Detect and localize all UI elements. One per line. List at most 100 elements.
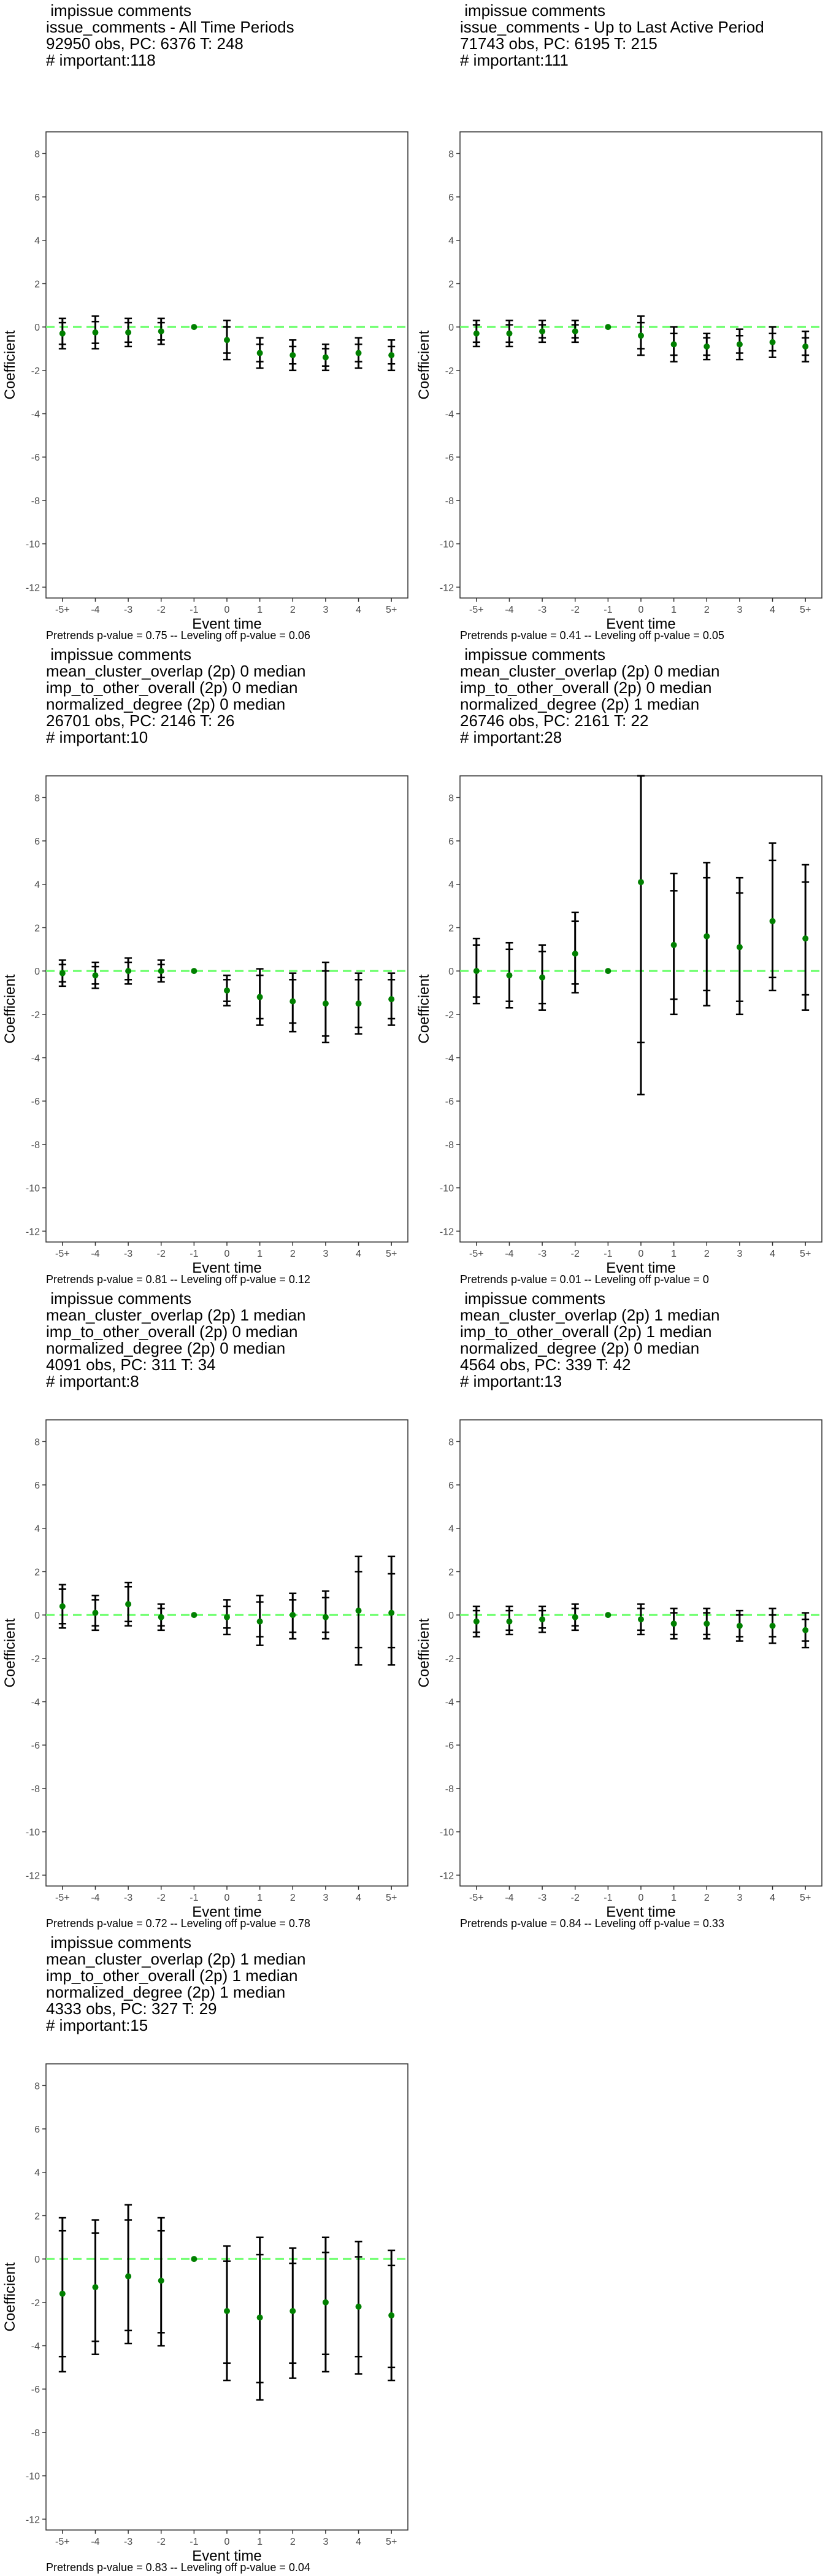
y-tick-label: -6 bbox=[31, 2385, 40, 2395]
x-tick-label: 2 bbox=[290, 1893, 296, 1903]
y-tick-label: 0 bbox=[34, 2255, 40, 2265]
y-tick-label: -12 bbox=[26, 2515, 40, 2525]
panel-title-line: imp_to_other_overall (2p) 0 median bbox=[46, 678, 298, 697]
y-tick-label: 0 bbox=[448, 967, 454, 977]
estimate-point bbox=[355, 1608, 362, 1614]
panel-title-line: 4091 obs, PC: 311 T: 34 bbox=[46, 1355, 216, 1374]
estimate-point bbox=[355, 2303, 362, 2310]
y-tick-label: -10 bbox=[26, 2472, 40, 2482]
y-tick-label: -4 bbox=[31, 2342, 40, 2352]
x-tick-label: -1 bbox=[604, 605, 612, 615]
panel-title: impissue comments issue_comments - All Ti… bbox=[46, 2, 294, 69]
panel-title-line: # important:15 bbox=[46, 2016, 148, 2034]
x-tick-label: -1 bbox=[190, 1893, 198, 1903]
estimate-point bbox=[539, 328, 546, 335]
x-tick-label: -4 bbox=[91, 605, 99, 615]
estimate-point bbox=[539, 1616, 546, 1623]
pvalue-caption: Pretrends p-value = 0.01 -- Leveling off… bbox=[460, 1273, 709, 1286]
y-tick-label: -6 bbox=[445, 1741, 454, 1751]
estimate-point bbox=[224, 2307, 230, 2314]
panel-title-line: impissue comments bbox=[46, 645, 191, 664]
x-tick-label: 3 bbox=[323, 1249, 328, 1259]
estimate-point bbox=[670, 941, 677, 948]
y-tick-label: -2 bbox=[445, 366, 454, 377]
panel-title-line: mean_cluster_overlap (2p) 1 median bbox=[46, 1950, 306, 1968]
estimate-point bbox=[256, 1618, 263, 1625]
x-tick-label: 1 bbox=[257, 1893, 263, 1903]
y-tick-label: 4 bbox=[34, 1524, 40, 1535]
x-tick-label: -3 bbox=[538, 605, 546, 615]
x-tick-label: 1 bbox=[671, 1893, 677, 1903]
y-tick-label: 4 bbox=[34, 880, 40, 891]
y-tick-label: 0 bbox=[34, 967, 40, 977]
estimate-point bbox=[322, 1614, 329, 1620]
estimate-point bbox=[572, 950, 578, 957]
estimate-point bbox=[736, 341, 743, 348]
y-tick-label: -2 bbox=[445, 1654, 454, 1665]
event-study-panel: impissue comments mean_cluster_overlap (2… bbox=[0, 1288, 414, 1932]
y-tick-label: 8 bbox=[34, 1437, 40, 1447]
x-tick-label: -3 bbox=[538, 1249, 546, 1259]
x-tick-label: 0 bbox=[224, 1249, 230, 1259]
x-tick-label: -5+ bbox=[469, 1893, 484, 1903]
y-tick-label: 2 bbox=[448, 279, 454, 289]
y-tick-label: -4 bbox=[31, 1698, 40, 1708]
y-tick-label: 8 bbox=[448, 1437, 454, 1447]
x-tick-label: -1 bbox=[604, 1249, 612, 1259]
x-tick-label: 4 bbox=[770, 1893, 775, 1903]
y-tick-label: -12 bbox=[440, 1871, 454, 1881]
y-tick-label: 6 bbox=[34, 2125, 40, 2135]
x-tick-label: 4 bbox=[770, 1249, 775, 1259]
x-tick-label: 4 bbox=[356, 605, 361, 615]
estimate-point bbox=[703, 933, 710, 940]
estimate-point bbox=[473, 1618, 480, 1625]
estimate-point bbox=[125, 1601, 132, 1608]
y-tick-label: -12 bbox=[26, 1871, 40, 1881]
panel-title-line: 71743 obs, PC: 6195 T: 215 bbox=[460, 34, 657, 53]
panel-title: impissue comments mean_cluster_overlap (2… bbox=[460, 646, 719, 746]
x-tick-label: 5+ bbox=[386, 605, 397, 615]
panel-title-line: 26701 obs, PC: 2146 T: 26 bbox=[46, 711, 235, 730]
x-tick-label: 4 bbox=[356, 1249, 361, 1259]
estimate-point bbox=[802, 935, 809, 942]
estimate-point bbox=[736, 944, 743, 951]
estimate-point bbox=[256, 350, 263, 356]
estimate-point bbox=[256, 2314, 263, 2321]
x-tick-label: -5+ bbox=[55, 2537, 70, 2547]
estimate-point bbox=[670, 341, 677, 348]
x-tick-label: 2 bbox=[290, 605, 296, 615]
x-tick-label: 3 bbox=[737, 1249, 742, 1259]
estimate-point bbox=[506, 330, 513, 337]
x-tick-label: -5+ bbox=[469, 1249, 484, 1259]
estimate-point bbox=[256, 994, 263, 1000]
y-tick-label: 8 bbox=[34, 793, 40, 803]
y-tick-label: 0 bbox=[34, 1611, 40, 1621]
y-tick-label: 6 bbox=[34, 1481, 40, 1491]
estimate-point bbox=[59, 970, 66, 976]
y-tick-label: 2 bbox=[34, 1567, 40, 1577]
y-tick-label: -8 bbox=[445, 496, 454, 507]
x-tick-label: 4 bbox=[356, 1893, 361, 1903]
panel-title-line: imp_to_other_overall (2p) 1 median bbox=[460, 1322, 712, 1341]
x-tick-label: 3 bbox=[737, 605, 742, 615]
panel-title-line: # important:28 bbox=[460, 728, 562, 746]
estimate-point bbox=[158, 328, 164, 335]
y-tick-label: -10 bbox=[440, 1184, 454, 1194]
estimate-point bbox=[125, 329, 132, 335]
estimate-point bbox=[158, 2277, 164, 2284]
x-tick-label: -3 bbox=[124, 2537, 132, 2547]
x-tick-label: 4 bbox=[770, 605, 775, 615]
x-tick-label: -2 bbox=[157, 605, 166, 615]
panel-title-line: normalized_degree (2p) 1 median bbox=[46, 1983, 286, 2001]
y-tick-label: 8 bbox=[34, 149, 40, 159]
panel-title-line: mean_cluster_overlap (2p) 1 median bbox=[46, 1306, 306, 1324]
estimate-point bbox=[355, 350, 362, 356]
x-tick-label: 0 bbox=[224, 605, 230, 615]
